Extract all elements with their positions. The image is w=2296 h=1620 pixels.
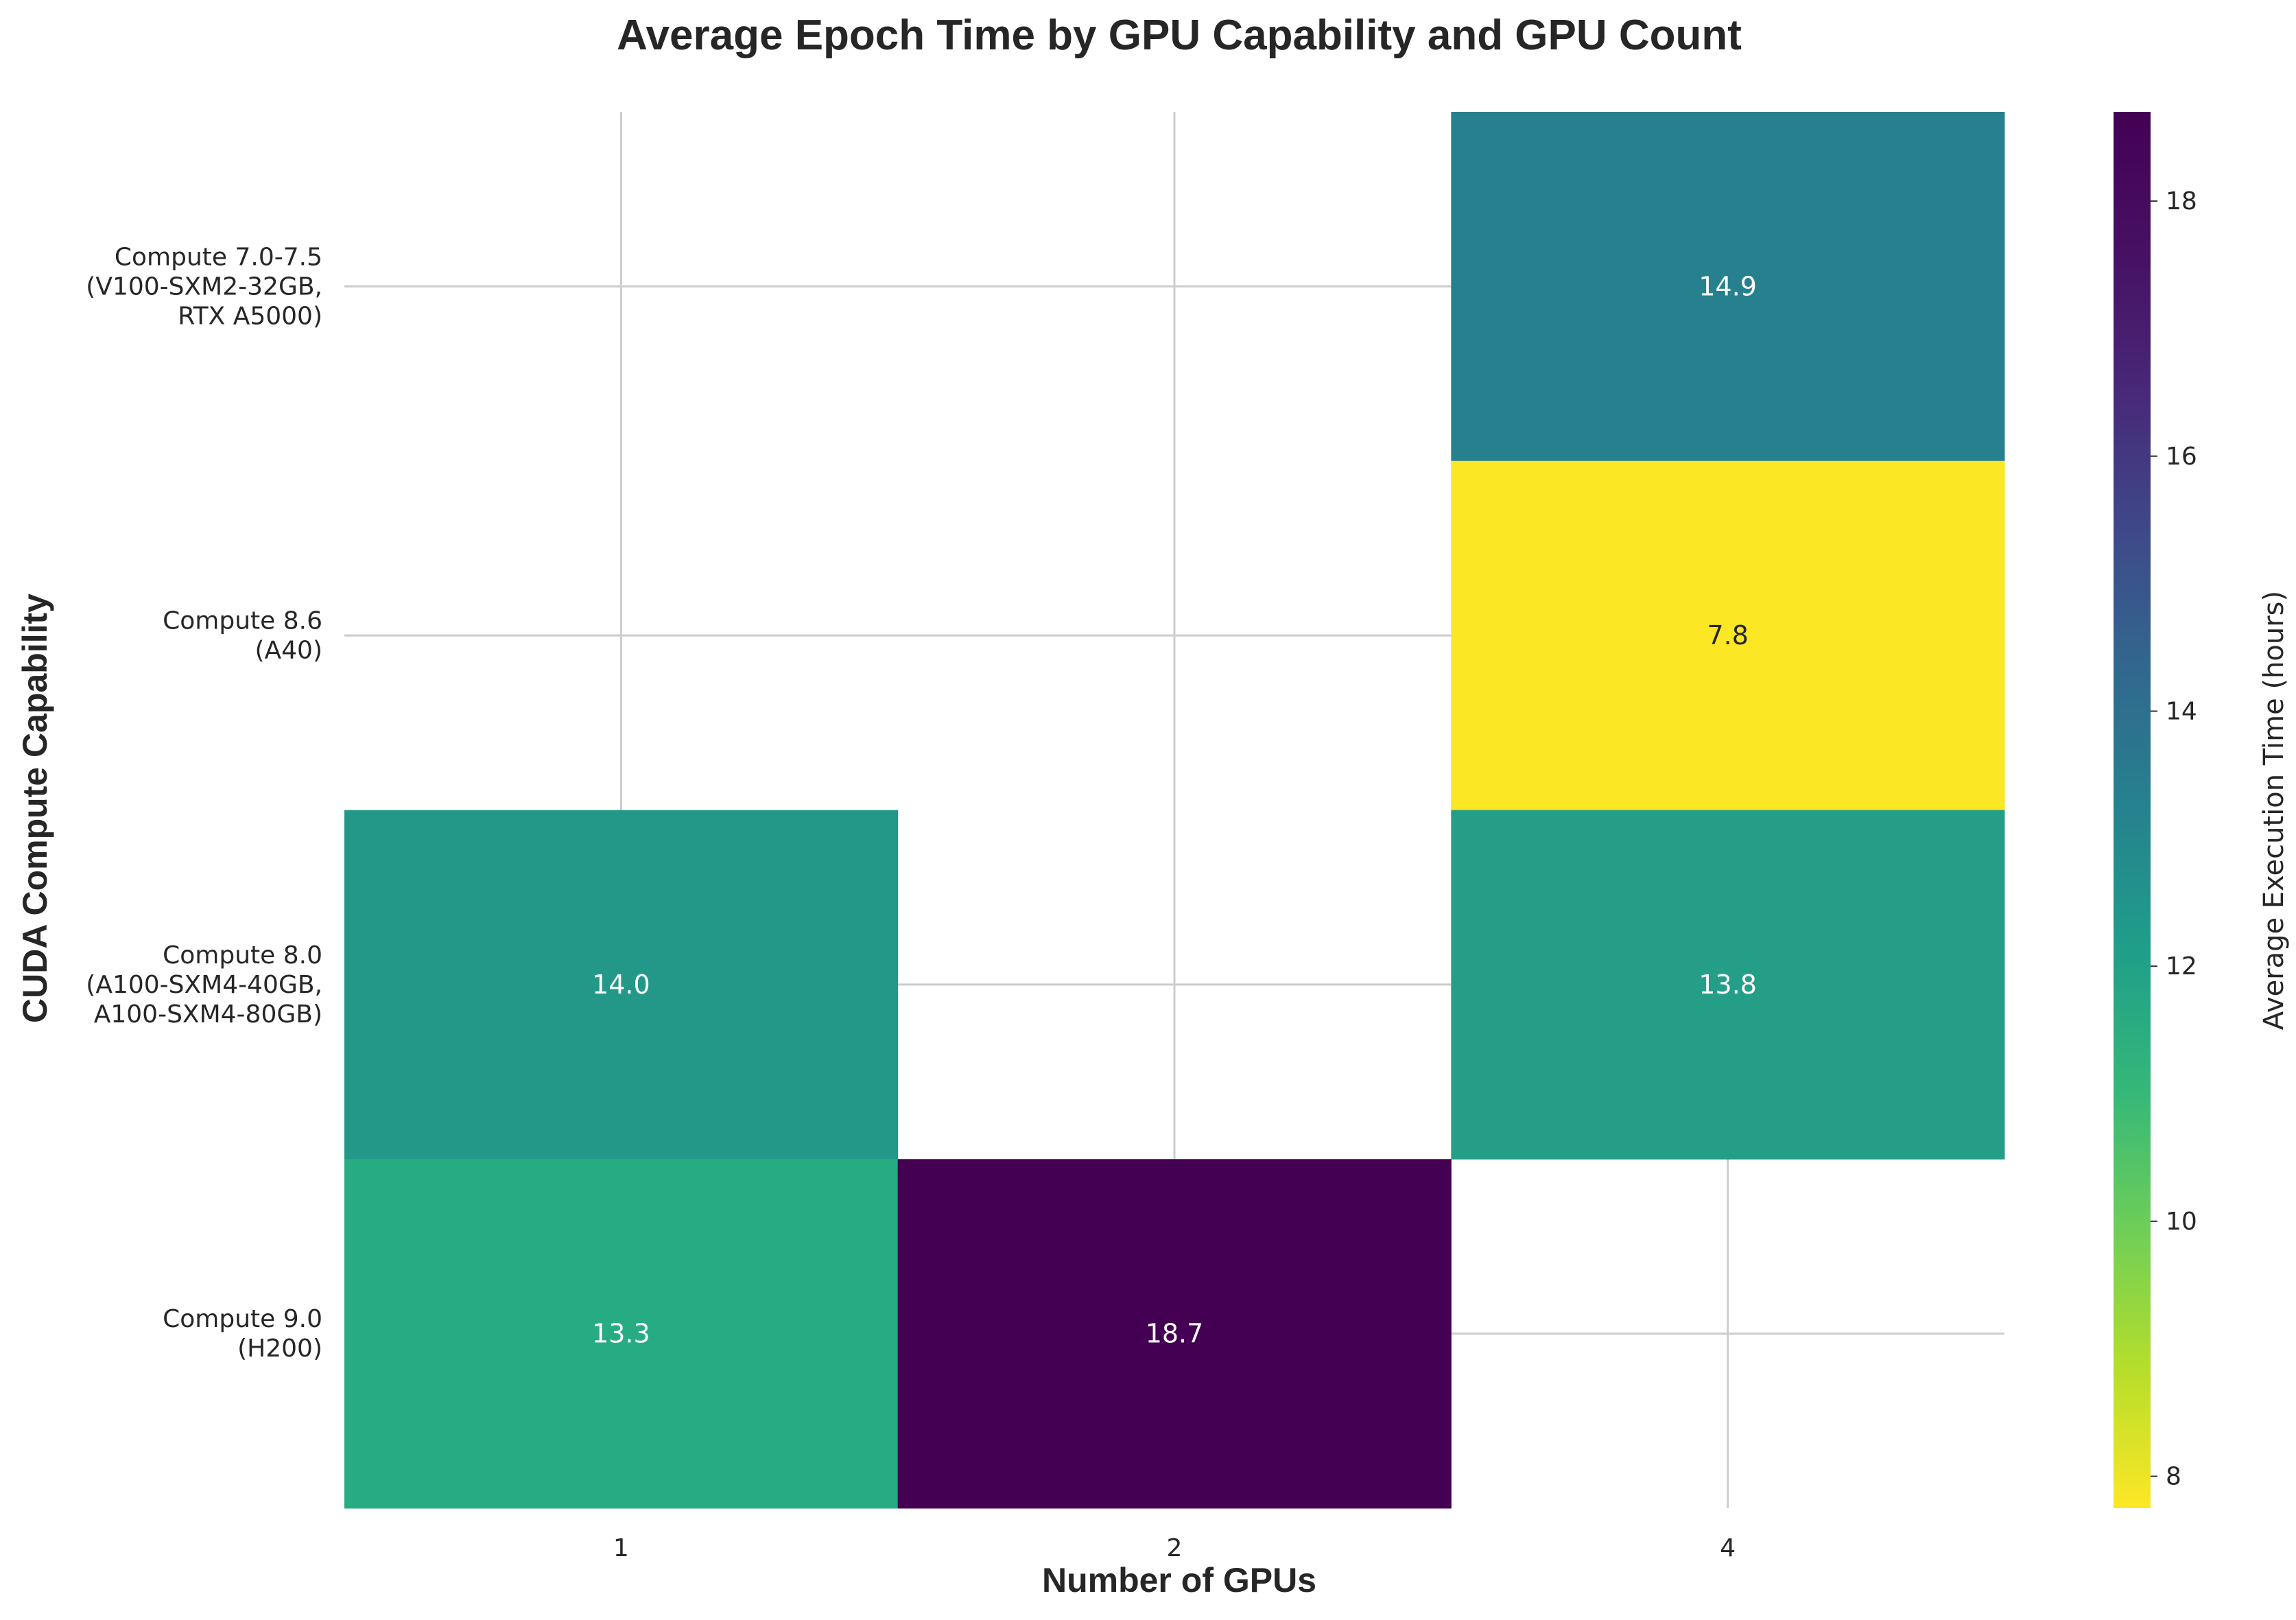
heatmap-cell <box>897 1159 1452 1509</box>
heatmap-cell <box>1451 810 2005 1160</box>
heatmap-cell <box>344 1159 899 1509</box>
colorbar-tick-label: 18 <box>2166 187 2197 215</box>
x-tick-label: 2 <box>1167 1534 1183 1562</box>
x-tick-label: 1 <box>613 1534 629 1562</box>
cell-value-label: 13.8 <box>1699 970 1757 1000</box>
x-axis-ticks: 1 2 4 <box>613 1534 1736 1562</box>
colorbar-tick-label: 12 <box>2166 952 2197 981</box>
colorbar-ticks: 8 10 12 14 16 18 <box>2151 187 2197 1491</box>
y-tick-label: Compute 7.0-7.5 (V100-SXM2-32GB, RTX A5000… <box>86 243 322 330</box>
colorbar <box>2114 112 2151 1508</box>
y-tick-label: Compute 8.0 (A100-SXM4-40GB, A100-SXM4-80G… <box>86 941 322 1029</box>
cell-value-label: 18.7 <box>1146 1319 1204 1349</box>
cell-value-label: 7.8 <box>1707 620 1748 650</box>
colorbar-tick-label: 10 <box>2166 1208 2197 1236</box>
x-tick-label: 4 <box>1720 1534 1736 1562</box>
heatmap-cells: 14.9 7.8 14.0 13.8 13.3 18.7 <box>344 112 2005 1509</box>
cell-value-label: 13.3 <box>592 1319 650 1349</box>
y-axis-ticks: Compute 7.0-7.5 (V100-SXM2-32GB, RTX A5000… <box>86 243 322 1363</box>
cell-value-label: 14.9 <box>1699 271 1757 301</box>
cell-value-label: 14.0 <box>592 970 650 1000</box>
x-axis-label: Number of GPUs <box>1042 1561 1316 1599</box>
heatmap-cell <box>344 810 899 1160</box>
y-axis-label: CUDA Compute Capability <box>16 594 54 1023</box>
heatmap-cell <box>1451 112 2005 462</box>
y-tick-label: Compute 8.6 (A40) <box>163 607 322 665</box>
chart-title: Average Epoch Time by GPU Capability and… <box>617 12 1742 59</box>
colorbar-tick-label: 8 <box>2166 1463 2181 1491</box>
heatmap-cell <box>1451 460 2005 810</box>
colorbar-tick-label: 16 <box>2166 443 2197 471</box>
y-tick-label: Compute 9.0 (H200) <box>163 1305 322 1363</box>
colorbar-label: Average Execution Time (hours) <box>2258 591 2290 1030</box>
colorbar-tick-label: 14 <box>2166 697 2197 725</box>
